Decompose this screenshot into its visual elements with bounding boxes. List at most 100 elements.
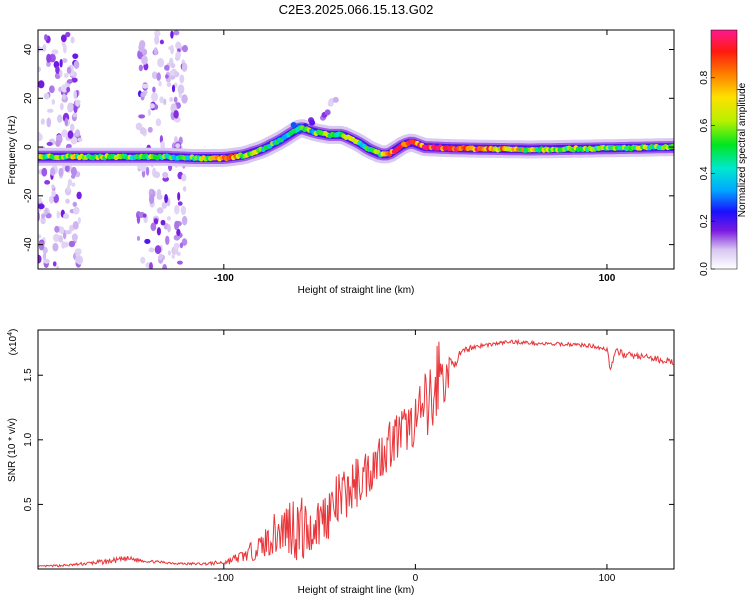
colorbar-ticks: 0.0 0.2 0.4 0.6 0.8	[699, 70, 715, 276]
noise-cell	[147, 108, 151, 117]
noise-cell	[170, 30, 174, 39]
noise-cell	[181, 44, 188, 53]
noise-cell	[64, 117, 68, 127]
noise-cell	[54, 72, 61, 80]
y-tick-label: 0.5	[23, 497, 34, 511]
noise-cell	[76, 191, 82, 200]
snr-frame	[37, 329, 675, 570]
noise-cell	[154, 34, 160, 45]
noise-cell	[167, 250, 172, 256]
noise-cell	[71, 182, 76, 187]
noise-cell	[65, 31, 71, 38]
noise-cell	[61, 129, 68, 138]
noise-cell	[154, 30, 161, 37]
noise-cell	[149, 103, 155, 109]
noise-cell	[180, 205, 187, 216]
noise-cell	[153, 47, 158, 56]
noise-cell	[177, 201, 183, 206]
noise-cell	[156, 207, 164, 214]
noise-cell	[49, 195, 54, 204]
noise-cell	[46, 61, 51, 67]
noise-cell	[179, 242, 184, 249]
spectrogram-y-label: Frequency (Hz)	[7, 116, 18, 185]
noise-cell	[75, 100, 80, 107]
noise-cell	[151, 92, 158, 102]
noise-cell	[162, 264, 168, 269]
spectrogram-frame	[37, 29, 675, 270]
noise-cell	[166, 82, 172, 88]
noise-cell	[46, 117, 52, 128]
y-tick-label: 20	[23, 92, 34, 104]
noise-cell	[160, 140, 165, 150]
noise-cell	[140, 92, 147, 97]
noise-cell	[170, 44, 174, 55]
noise-cell	[60, 84, 68, 93]
noise-cell	[181, 238, 188, 246]
noise-cell	[55, 66, 60, 74]
noise-cell	[174, 220, 180, 231]
noise-cell	[41, 167, 48, 177]
colorbar-gradient	[710, 29, 738, 270]
noise-cell	[70, 136, 78, 145]
snr-series-line	[38, 338, 674, 568]
noise-cell	[60, 34, 67, 43]
spectrogram-panel: -100 100 -40 -20 0 20 40 Height of straight li…	[7, 29, 675, 296]
noise-cell	[144, 238, 151, 244]
noise-cell	[72, 221, 79, 230]
noise-cell	[167, 224, 171, 233]
noise-cell	[153, 171, 161, 179]
noise-cell	[176, 228, 181, 237]
chart-title: C2E3.2025.066.15.13.G02	[279, 2, 434, 17]
x-tick-label: -100	[214, 573, 234, 584]
noise-cell	[173, 242, 180, 250]
colorbar-tick-label: 0.2	[699, 214, 710, 228]
noise-cell	[156, 188, 162, 199]
noise-cell	[73, 60, 80, 69]
noise-cell	[70, 166, 77, 177]
noise-cell	[59, 102, 64, 111]
noise-cell	[74, 129, 81, 138]
noise-cell	[64, 164, 70, 173]
noise-cell	[170, 63, 176, 69]
noise-cell	[77, 137, 83, 142]
x-tick-label: 0	[413, 573, 419, 584]
noise-cell	[136, 236, 141, 241]
noise-cell	[54, 225, 60, 233]
noise-cell	[169, 96, 174, 103]
snr-panel: -100 0 100 0.5 1.0 1.5 Height of straight lin…	[7, 329, 675, 596]
noise-cell	[38, 203, 45, 210]
noise-cell	[58, 167, 64, 178]
noise-cell	[42, 252, 47, 261]
noise-cell	[142, 213, 147, 218]
noise-cell	[140, 256, 146, 264]
noise-cell	[158, 80, 162, 87]
noise-cell	[181, 173, 187, 182]
noise-cell	[65, 198, 70, 204]
colorbar-label: Normalized spectral amplitude	[737, 82, 748, 217]
noise-cell	[145, 166, 150, 176]
noise-cell	[67, 102, 74, 113]
noise-cell	[43, 258, 50, 264]
noise-cell	[38, 132, 42, 139]
noise-cell	[70, 174, 76, 179]
noise-cell	[71, 77, 78, 83]
noise-cell	[73, 206, 80, 215]
y-tick-label: 40	[23, 44, 34, 56]
noise-cell	[174, 204, 180, 215]
noise-cell	[66, 79, 73, 84]
noise-cell	[61, 58, 68, 63]
colorbar: 0.0 0.2 0.4 0.6 0.8 Normalized spectral ampl…	[699, 29, 748, 276]
noise-cell	[38, 241, 45, 251]
noise-cell	[56, 210, 60, 219]
noise-cell	[159, 96, 164, 104]
colorbar-tick-label: 0.4	[699, 166, 710, 180]
spectrogram-x-label: Height of straight line (km)	[298, 285, 415, 296]
noise-cell	[50, 167, 56, 176]
noise-cell	[173, 96, 178, 103]
noise-cell	[42, 246, 48, 254]
noise-cell	[58, 235, 63, 243]
noise-cell	[138, 64, 144, 72]
noise-cell	[40, 216, 46, 225]
noise-cell	[64, 229, 72, 235]
noise-cell	[154, 104, 159, 110]
